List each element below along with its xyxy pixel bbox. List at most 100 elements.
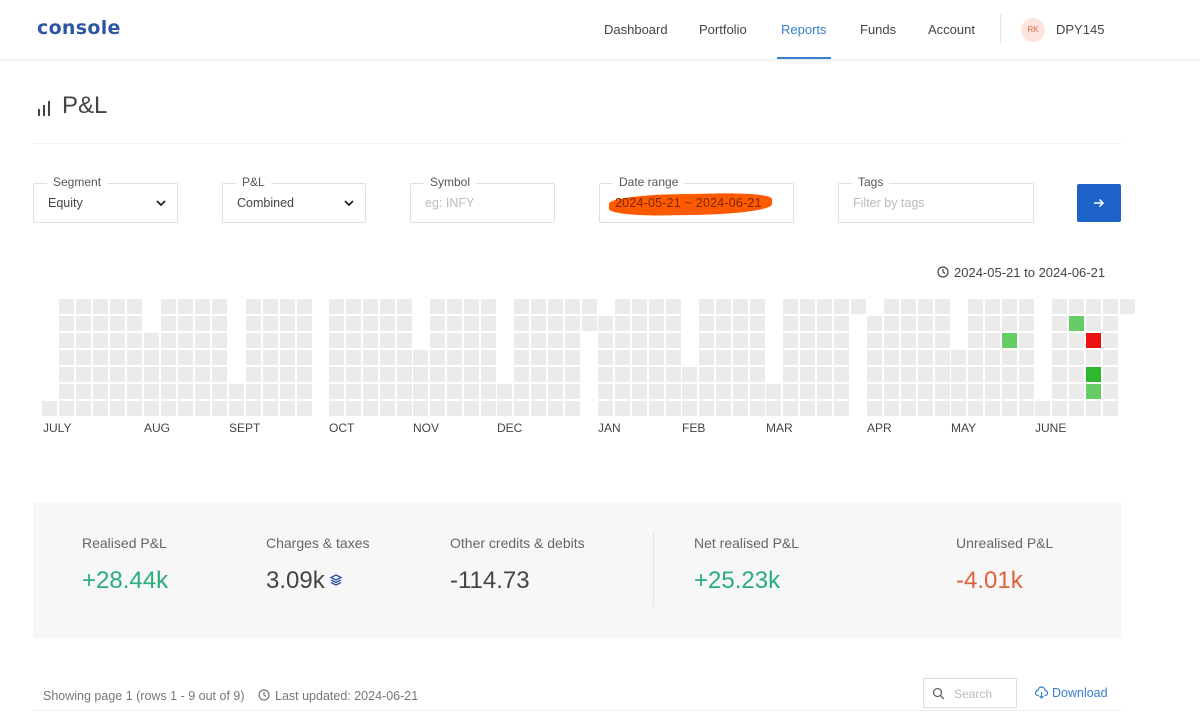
heatmap-cell[interactable] [615,350,630,365]
heatmap-cell[interactable] [212,367,227,382]
heatmap-cell[interactable] [1069,367,1084,382]
heatmap-cell[interactable] [716,401,731,416]
heatmap-cell[interactable] [598,367,613,382]
heatmap-cell[interactable] [1103,384,1118,399]
heatmap-cell[interactable] [161,401,176,416]
heatmap-cell[interactable] [363,384,378,399]
heatmap-cell[interactable] [1019,384,1034,399]
heatmap-cell[interactable] [750,384,765,399]
heatmap-cell[interactable] [246,367,261,382]
heatmap-cell[interactable] [280,333,295,348]
heatmap-cell[interactable] [716,367,731,382]
heatmap-cell[interactable] [800,401,815,416]
heatmap-cell[interactable] [598,384,613,399]
heatmap-cell[interactable] [127,299,142,314]
heatmap-cell[interactable] [110,333,125,348]
heatmap-cell[interactable] [766,401,781,416]
heatmap-cell[interactable] [329,384,344,399]
heatmap-cell[interactable] [951,350,966,365]
heatmap-cell[interactable] [397,299,412,314]
heatmap-cell[interactable] [935,350,950,365]
heatmap-cell[interactable] [548,299,563,314]
heatmap-cell[interactable] [497,401,512,416]
heatmap-cell[interactable] [1086,316,1101,331]
heatmap-cell[interactable] [430,384,445,399]
heatmap-cell[interactable] [1103,401,1118,416]
heatmap-cell[interactable] [531,299,546,314]
heatmap-cell[interactable] [1019,350,1034,365]
heatmap-cell[interactable] [531,401,546,416]
heatmap-cell[interactable] [615,401,630,416]
heatmap-cell[interactable] [144,384,159,399]
heatmap-cell[interactable] [76,299,91,314]
heatmap-cell[interactable] [144,401,159,416]
heatmap-cell[interactable] [1086,367,1101,382]
heatmap-cell[interactable] [800,299,815,314]
heatmap-cell[interactable] [464,333,479,348]
nav-reports[interactable]: Reports [781,22,827,37]
heatmap-cell[interactable] [699,401,714,416]
heatmap-cell[interactable] [59,333,74,348]
heatmap-cell[interactable] [666,350,681,365]
heatmap-cell[interactable] [447,350,462,365]
heatmap-cell[interactable] [93,299,108,314]
heatmap-cell[interactable] [263,367,278,382]
heatmap-cell[interactable] [280,299,295,314]
heatmap-cell[interactable] [363,333,378,348]
heatmap-cell[interactable] [666,384,681,399]
heatmap-cell[interactable] [968,316,983,331]
heatmap-cell[interactable] [783,367,798,382]
heatmap-cell[interactable] [733,299,748,314]
heatmap-cell[interactable] [93,367,108,382]
heatmap-cell[interactable] [380,367,395,382]
heatmap-cell[interactable] [565,299,580,314]
heatmap-cell[interactable] [598,316,613,331]
heatmap-cell[interactable] [817,384,832,399]
heatmap-cell[interactable] [649,316,664,331]
heatmap-cell[interactable] [783,316,798,331]
heatmap-cell[interactable] [144,350,159,365]
tags-field[interactable]: Tags Filter by tags [838,175,1034,223]
heatmap-cell[interactable] [716,333,731,348]
heatmap-cell[interactable] [884,367,899,382]
heatmap-cell[interactable] [297,333,312,348]
heatmap-cell[interactable] [447,299,462,314]
heatmap-cell[interactable] [918,367,933,382]
heatmap-cell[interactable] [985,367,1000,382]
heatmap-cell[interactable] [901,401,916,416]
heatmap-cell[interactable] [430,367,445,382]
heatmap-cell[interactable] [1103,316,1118,331]
heatmap-cell[interactable] [380,384,395,399]
heatmap-cell[interactable] [1069,316,1084,331]
heatmap-cell[interactable] [548,401,563,416]
heatmap-cell[interactable] [110,316,125,331]
heatmap-cell[interactable] [649,299,664,314]
heatmap-cell[interactable] [93,401,108,416]
heatmap-cell[interactable] [127,367,142,382]
heatmap-cell[interactable] [229,384,244,399]
heatmap-cell[interactable] [884,333,899,348]
heatmap-cell[interactable] [1120,299,1135,314]
heatmap-cell[interactable] [1019,401,1034,416]
heatmap-cell[interactable] [867,350,882,365]
heatmap-cell[interactable] [884,350,899,365]
heatmap-cell[interactable] [598,350,613,365]
heatmap-cell[interactable] [263,316,278,331]
heatmap-cell[interactable] [1086,384,1101,399]
heatmap-cell[interactable] [346,367,361,382]
heatmap-cell[interactable] [346,299,361,314]
heatmap-cell[interactable] [615,384,630,399]
heatmap-cell[interactable] [246,316,261,331]
heatmap-cell[interactable] [750,333,765,348]
heatmap-cell[interactable] [430,299,445,314]
heatmap-cell[interactable] [59,316,74,331]
heatmap-cell[interactable] [632,299,647,314]
heatmap-cell[interactable] [649,401,664,416]
heatmap-cell[interactable] [329,299,344,314]
heatmap-cell[interactable] [127,316,142,331]
heatmap-cell[interactable] [1019,299,1034,314]
heatmap-cell[interactable] [1103,333,1118,348]
heatmap-cell[interactable] [985,299,1000,314]
heatmap-cell[interactable] [481,299,496,314]
heatmap-cell[interactable] [1086,401,1101,416]
